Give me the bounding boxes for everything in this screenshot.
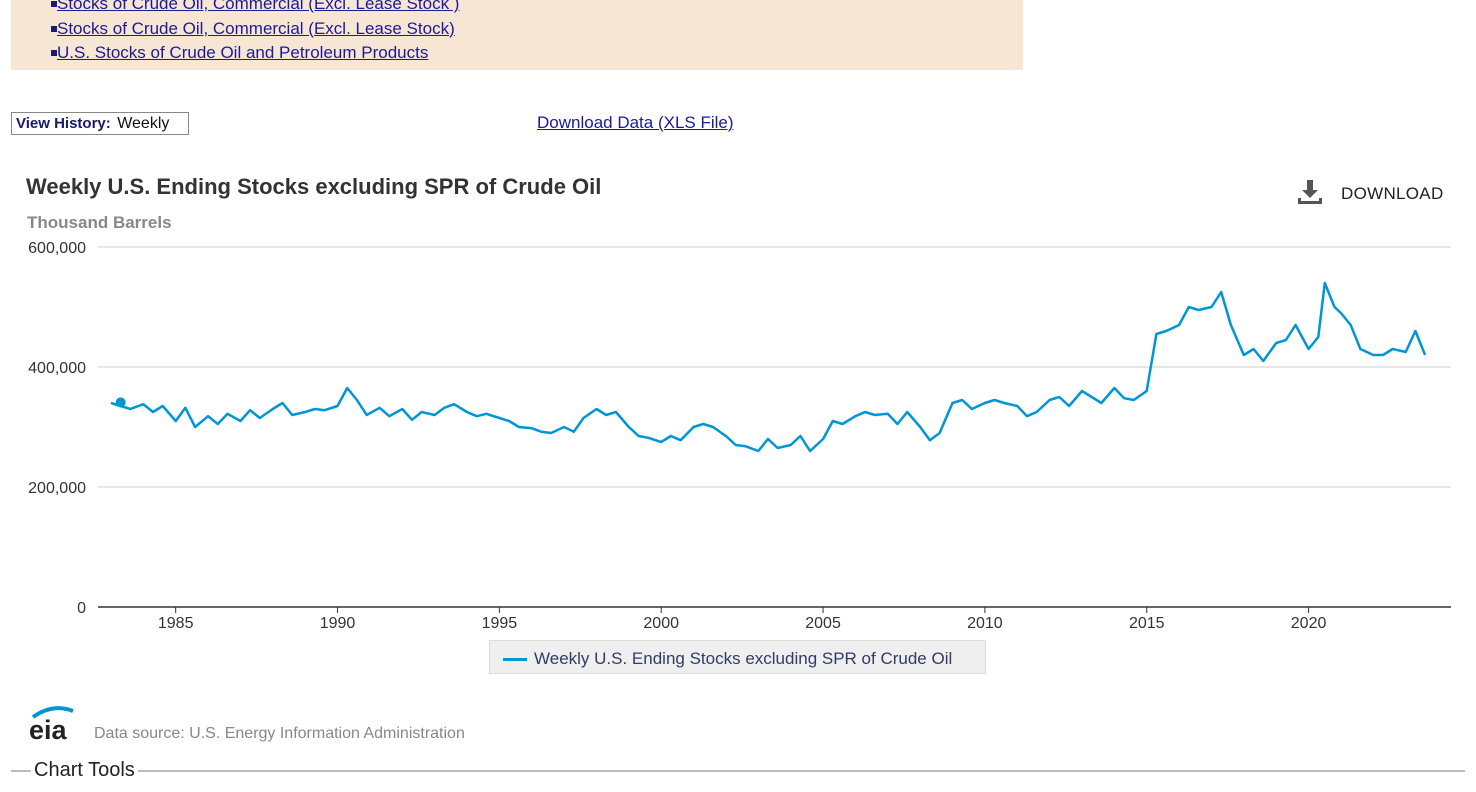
bullet-icon <box>51 25 57 32</box>
y-tick-label: 400,000 <box>28 360 86 377</box>
logo-text: eia <box>29 715 68 745</box>
download-button[interactable]: DOWNLOAD <box>1296 178 1446 206</box>
data-source-text: Data source: U.S. Energy Information Adm… <box>94 725 465 742</box>
related-link[interactable]: U.S. Stocks of Crude Oil and Petroleum P… <box>57 43 429 62</box>
y-tick-label: 600,000 <box>28 240 86 257</box>
legend-swatch <box>503 658 527 661</box>
legend-label: Weekly U.S. Ending Stocks excluding SPR … <box>534 649 953 668</box>
eia-logo: eia <box>29 706 74 745</box>
bullet-icon <box>51 50 57 56</box>
chart-legend[interactable]: Weekly U.S. Ending Stocks excluding SPR … <box>489 640 986 674</box>
x-tick-label: 1990 <box>320 615 356 632</box>
download-data-link[interactable]: Download Data (XLS File) <box>537 113 734 132</box>
chart-title: Weekly U.S. Ending Stocks excluding SPR … <box>26 174 602 199</box>
series-line <box>110 281 1427 453</box>
chart-tools-label: Chart Tools <box>31 759 138 782</box>
related-links-box: Stocks of Crude Oil, Commercial (Excl. L… <box>11 0 1023 70</box>
x-tick-label: 2020 <box>1291 615 1327 632</box>
view-history-value: Weekly <box>117 115 170 132</box>
x-tick-label: 2000 <box>643 615 679 632</box>
chart-tools-section: Chart Tools <box>11 759 1465 792</box>
x-tick-label: 1995 <box>482 615 518 632</box>
highlight-point <box>115 397 126 408</box>
related-link[interactable]: Stocks of Crude Oil, Commercial (Excl. L… <box>57 0 460 13</box>
related-link[interactable]: Stocks of Crude Oil, Commercial (Excl. L… <box>57 18 455 38</box>
y-tick-label: 0 <box>77 600 86 617</box>
x-tick-label: 1985 <box>158 615 194 632</box>
download-button-label: DOWNLOAD <box>1341 184 1444 203</box>
download-icon <box>1298 180 1322 204</box>
view-history-select[interactable]: View History: Weekly <box>11 112 189 135</box>
x-tick-label: 2015 <box>1129 615 1165 632</box>
line-chart: 0 200,000 400,000 600,000 1985 1990 1995 2000 20… <box>28 240 1451 632</box>
bullet-icon <box>51 1 57 7</box>
x-tick-label: 2005 <box>805 615 841 632</box>
view-history-label: View History: <box>16 115 111 132</box>
y-axis-unit-label: Thousand Barrels <box>27 213 172 232</box>
x-tick-label: 2010 <box>967 615 1003 632</box>
y-tick-label: 200,000 <box>28 480 86 497</box>
